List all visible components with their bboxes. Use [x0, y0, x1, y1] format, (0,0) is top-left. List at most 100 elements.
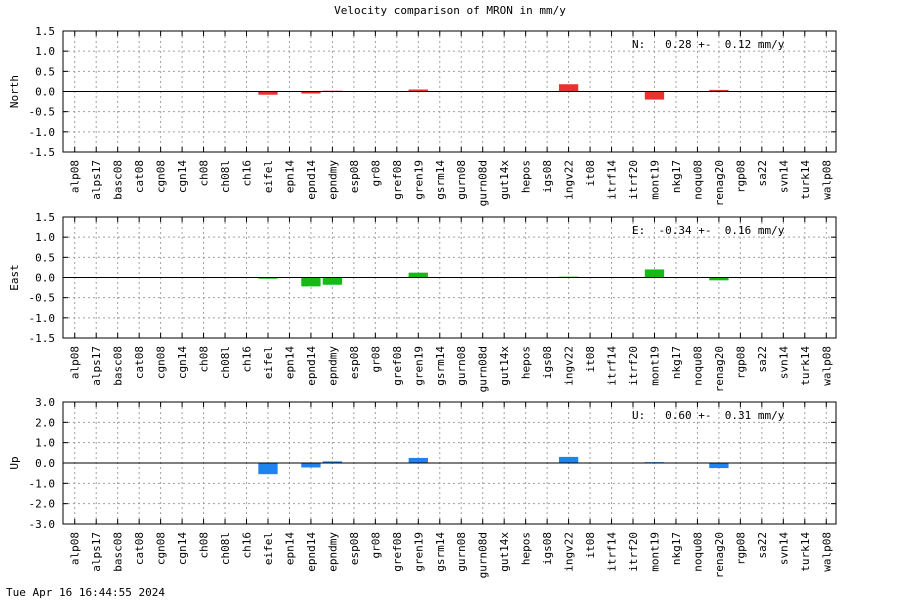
up-xtick-label-epndmy: epndmy: [326, 532, 339, 572]
north-plot-frame: [62, 30, 837, 153]
chart-title: Velocity comparison of MRON in mm/y: [334, 4, 566, 17]
north-xtick-label-basc08: basc08: [112, 160, 125, 200]
north-xtick-label-ch16: ch16: [241, 160, 254, 187]
east-xtick-label-cgn08: cgn08: [155, 346, 168, 379]
north-ytick-label: -1.5: [29, 146, 56, 159]
up-xtick-label-gut14x: gut14x: [498, 532, 511, 572]
up-xtick-label-alps17: alps17: [90, 532, 103, 572]
up-bar-eifel: [258, 463, 278, 475]
east-xtick-label-rgp08: rgp08: [734, 346, 747, 379]
up-xtick-label-eifel: eifel: [262, 532, 275, 565]
up-stat-annotation: U: 0.60 +- 0.31 mm/y: [632, 409, 785, 422]
east-xtick-label-walp08: walp08: [820, 346, 833, 386]
up-xtick-label-ch16: ch16: [241, 532, 254, 559]
north-xtick-label-ingv22: ingv22: [563, 160, 576, 200]
north-ylabel: North: [8, 75, 21, 108]
north-xtick-label-epn14: epn14: [283, 160, 296, 193]
east-xtick-label-epnd14: epnd14: [305, 346, 318, 386]
north-xtick-label-epndmy: epndmy: [326, 160, 339, 200]
up-xtick-label-igs08: igs08: [541, 532, 554, 565]
north-xtick-label-it08: it08: [584, 160, 597, 187]
east-xtick-label-hepos: hepos: [520, 346, 533, 379]
east-xtick-label-nkg17: nkg17: [670, 346, 683, 379]
north-xtick-label-itrf14: itrf14: [606, 160, 619, 200]
east-ylabel: East: [8, 264, 21, 291]
north-bar-ingv22: [558, 84, 579, 92]
up-xtick-label-gref08: gref08: [391, 532, 404, 572]
east-ytick-label: 0.5: [35, 251, 55, 264]
up-bar-epnd14: [301, 463, 321, 468]
up-ylabel: Up: [8, 456, 21, 469]
east-xtick-label-itrf20: itrf20: [627, 346, 640, 386]
up-ytick-label: 2.0: [35, 416, 55, 429]
up-xtick-label-it08: it08: [584, 532, 597, 559]
east-xtick-label-noqu08: noqu08: [691, 346, 704, 386]
up-xtick-label-renag20: renag20: [713, 532, 726, 578]
east-ytick-label: -0.5: [29, 292, 56, 305]
north-stat-annotation: N: 0.28 +- 0.12 mm/y: [632, 38, 785, 51]
north-ytick-label: 1.0: [35, 45, 55, 58]
north-ytick-label: -0.5: [29, 106, 56, 119]
north-ytick-label: 0.0: [35, 86, 55, 99]
up-ytick-label: 3.0: [35, 396, 55, 409]
up-xtick-label-cgn08: cgn08: [155, 532, 168, 565]
up-xtick-label-itrf14: itrf14: [606, 532, 619, 572]
east-xtick-label-gren19: gren19: [412, 346, 425, 386]
north-ytick-label: 0.5: [35, 65, 55, 78]
east-xtick-label-itrf14: itrf14: [606, 346, 619, 386]
up-xtick-label-epnd14: epnd14: [305, 532, 318, 572]
east-xtick-label-igs08: igs08: [541, 346, 554, 379]
east-bar-gren19: [408, 272, 428, 278]
east-plot-frame: [62, 216, 837, 339]
up-xtick-label-gsrm14: gsrm14: [434, 532, 447, 572]
up-xtick-label-hepos: hepos: [520, 532, 533, 565]
north-bar-epnd14: [301, 91, 321, 94]
east-xtick-label-gr08: gr08: [369, 346, 382, 373]
east-bar-mont19: [644, 269, 665, 278]
up-xtick-label-gr08: gr08: [369, 532, 382, 559]
east-xtick-label-epndmy: epndmy: [326, 346, 339, 386]
up-xtick-label-cat08: cat08: [133, 532, 146, 565]
north-xtick-label-sa22: sa22: [756, 160, 769, 187]
up-xtick-label-rgp08: rgp08: [734, 532, 747, 565]
north-xtick-label-rgp08: rgp08: [734, 160, 747, 193]
up-xtick-label-ch08l: ch08l: [219, 532, 232, 565]
up-xtick-label-cgn14: cgn14: [176, 532, 189, 565]
east-bar-renag20: [709, 277, 729, 281]
north-xtick-label-gref08: gref08: [391, 160, 404, 200]
north-xtick-label-walp08: walp08: [820, 160, 833, 200]
north-panel: 1.5 1.0 0.5 0.0 -0.5 -1.0 -1.5 alp08 alps17 basc0…: [8, 25, 837, 206]
east-xtick-label-eifel: eifel: [262, 346, 275, 379]
north-xtick-label-svn14: svn14: [777, 160, 790, 193]
up-xtick-label-sa22: sa22: [756, 532, 769, 559]
north-xtick-label-ch08: ch08: [198, 160, 211, 187]
east-xtick-label-alp08: alp08: [69, 346, 82, 379]
east-xtick-label-gsrm14: gsrm14: [434, 346, 447, 386]
east-xtick-label-epn14: epn14: [283, 346, 296, 379]
north-xtick-label-nkg17: nkg17: [670, 160, 683, 193]
north-xtick-label-renag20: renag20: [713, 160, 726, 206]
up-xtick-label-itrf20: itrf20: [627, 532, 640, 572]
east-xtick-label-mont19: mont19: [648, 346, 661, 386]
east-panel: 1.5 1.0 0.5 0.0 -0.5 -1.0 -1.5 alp08 alps17 basc0…: [8, 211, 837, 392]
north-xtick-label-mont19: mont19: [648, 160, 661, 200]
up-xtick-label-esp08: esp08: [348, 532, 361, 565]
up-xtick-label-noqu08: noqu08: [691, 532, 704, 572]
up-plot-frame: [62, 401, 837, 525]
east-xtick-label-ch08: ch08: [198, 346, 211, 373]
north-ytick-label: 1.5: [35, 25, 55, 38]
up-xtick-label-gurn08: gurn08: [455, 532, 468, 572]
east-xtick-label-cgn14: cgn14: [176, 346, 189, 379]
east-bar-epnd14: [301, 277, 321, 287]
up-bar-epndmy: [322, 461, 343, 463]
east-xtick-label-gurn08: gurn08: [455, 346, 468, 386]
footer-timestamp: Tue Apr 16 16:44:55 2024: [6, 586, 165, 599]
north-xtick-label-alp08: alp08: [69, 160, 82, 193]
up-xtick-label-alp08: alp08: [69, 532, 82, 565]
east-xtick-label-cat08: cat08: [133, 346, 146, 379]
east-xtick-label-turk14: turk14: [799, 346, 812, 386]
up-ytick-label: -1.0: [29, 477, 56, 490]
up-bar-ingv22: [558, 456, 579, 463]
up-xtick-label-gren19: gren19: [412, 532, 425, 572]
